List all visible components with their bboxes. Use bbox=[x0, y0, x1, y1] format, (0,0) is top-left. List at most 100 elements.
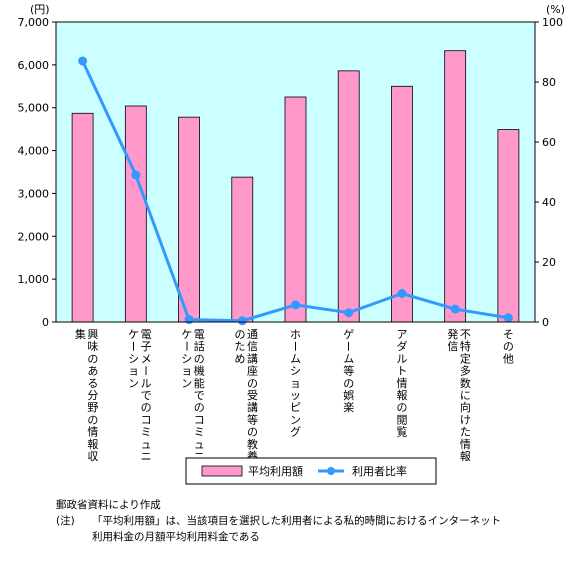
svg-text:コ: コ bbox=[141, 413, 152, 426]
y-left-tick-label: 1,000 bbox=[18, 273, 50, 286]
svg-text:ア: ア bbox=[396, 328, 407, 341]
svg-text:ョ: ョ bbox=[128, 365, 139, 378]
svg-text:で: で bbox=[141, 389, 152, 402]
svg-text:覧: 覧 bbox=[396, 425, 407, 439]
svg-text:の: の bbox=[247, 377, 258, 390]
y-right-tick-label: 80 bbox=[542, 76, 556, 89]
svg-text:座: 座 bbox=[247, 364, 258, 378]
svg-text:ム: ム bbox=[343, 352, 354, 365]
svg-text:ョ: ョ bbox=[290, 377, 301, 390]
line-point bbox=[503, 313, 513, 323]
svg-text:多: 多 bbox=[460, 364, 471, 378]
svg-text:養: 養 bbox=[247, 449, 258, 463]
svg-text:報: 報 bbox=[460, 450, 471, 463]
legend-bar-swatch bbox=[201, 465, 243, 477]
svg-text:け: け bbox=[460, 413, 471, 426]
svg-text:信: 信 bbox=[247, 340, 258, 353]
svg-text:能: 能 bbox=[194, 376, 205, 390]
y-right-unit: (%) bbox=[546, 3, 565, 16]
line-point bbox=[450, 304, 460, 314]
svg-text:ケ: ケ bbox=[181, 328, 192, 341]
svg-text:情: 情 bbox=[396, 377, 407, 390]
svg-text:収: 収 bbox=[87, 450, 98, 463]
bar bbox=[284, 96, 307, 323]
svg-text:等: 等 bbox=[247, 412, 258, 426]
svg-text:た: た bbox=[460, 426, 471, 439]
line-point bbox=[291, 300, 300, 310]
note-row: (注) 「平均利用額」は、当該項目を選択した利用者による私的時間におけるインター… bbox=[56, 513, 501, 529]
svg-text:数: 数 bbox=[460, 377, 471, 390]
svg-text:情: 情 bbox=[87, 426, 98, 439]
y-left-tick-label: 0 bbox=[42, 316, 49, 329]
svg-text:シ: シ bbox=[181, 352, 192, 365]
svg-text:た: た bbox=[235, 340, 246, 353]
note-text-1: 「平均利用額」は、当該項目を選択した利用者による私的時間におけるインターネット bbox=[92, 515, 502, 527]
bar bbox=[337, 70, 360, 323]
svg-text:通: 通 bbox=[247, 328, 258, 341]
svg-text:の: の bbox=[503, 340, 514, 353]
bar bbox=[231, 176, 254, 323]
svg-text:発: 発 bbox=[447, 327, 458, 341]
y-left-tick-label: 2,000 bbox=[18, 230, 50, 243]
line-point bbox=[344, 308, 354, 318]
svg-text:の: の bbox=[194, 401, 205, 414]
svg-text:ー: ー bbox=[139, 365, 152, 376]
svg-text:ー: ー bbox=[127, 341, 140, 352]
svg-text:定: 定 bbox=[460, 351, 471, 365]
svg-text:の: の bbox=[194, 352, 205, 365]
svg-text:教: 教 bbox=[247, 438, 258, 451]
line-point bbox=[78, 56, 88, 66]
svg-text:等: 等 bbox=[343, 364, 354, 378]
svg-text:ピ: ピ bbox=[290, 401, 301, 414]
svg-text:野: 野 bbox=[87, 401, 98, 414]
svg-text:の: の bbox=[343, 377, 354, 390]
note-label: (注) bbox=[56, 515, 75, 527]
svg-text:興: 興 bbox=[87, 328, 98, 341]
svg-text:他: 他 bbox=[503, 352, 514, 365]
svg-text:ョ: ョ bbox=[181, 365, 192, 378]
svg-text:ケ: ケ bbox=[128, 328, 139, 341]
legend-line-label: 利用者比率 bbox=[352, 464, 407, 478]
line-point bbox=[184, 315, 194, 325]
svg-text:向: 向 bbox=[460, 400, 471, 414]
notes: 郵政省資料により作成 (注) 「平均利用額」は、当該項目を選択した利用者による私… bbox=[56, 497, 501, 545]
svg-text:不: 不 bbox=[460, 328, 471, 341]
svg-text:ン: ン bbox=[181, 377, 192, 390]
svg-text:シ: シ bbox=[128, 352, 139, 365]
svg-text:の: の bbox=[141, 401, 152, 414]
svg-text:ュ: ュ bbox=[194, 438, 205, 451]
svg-text:受: 受 bbox=[247, 389, 258, 402]
bar bbox=[391, 85, 413, 323]
svg-text:コ: コ bbox=[194, 413, 205, 426]
svg-text:分: 分 bbox=[87, 389, 98, 402]
svg-text:電: 電 bbox=[194, 328, 205, 341]
y-left-unit: (円) bbox=[30, 3, 50, 16]
svg-text:メ: メ bbox=[141, 352, 152, 365]
svg-text:子: 子 bbox=[141, 340, 152, 353]
legend: 平均利用額 利用者比率 bbox=[185, 457, 437, 485]
y-left-tick-label: 7,000 bbox=[18, 16, 50, 29]
note-text-2: 利用料金の月額平均利用料金である bbox=[92, 531, 260, 543]
svg-text:情: 情 bbox=[460, 438, 471, 451]
svg-text:め: め bbox=[235, 352, 246, 365]
svg-text:の: の bbox=[87, 413, 98, 426]
svg-text:特: 特 bbox=[460, 339, 471, 353]
svg-text:娯: 娯 bbox=[343, 388, 354, 402]
y-right-tick-label: 20 bbox=[542, 256, 556, 269]
svg-text:ュ: ュ bbox=[141, 438, 152, 451]
svg-text:味: 味 bbox=[87, 340, 98, 353]
svg-text:報: 報 bbox=[396, 389, 407, 402]
y-left-tick-label: 5,000 bbox=[18, 102, 50, 115]
svg-text:ミ: ミ bbox=[194, 426, 205, 439]
svg-text:ッ: ッ bbox=[290, 389, 301, 402]
svg-text:ホ: ホ bbox=[290, 328, 301, 341]
source-note: 郵政省資料により作成 bbox=[56, 499, 161, 511]
svg-text:楽: 楽 bbox=[343, 401, 354, 414]
line-point bbox=[237, 316, 247, 326]
